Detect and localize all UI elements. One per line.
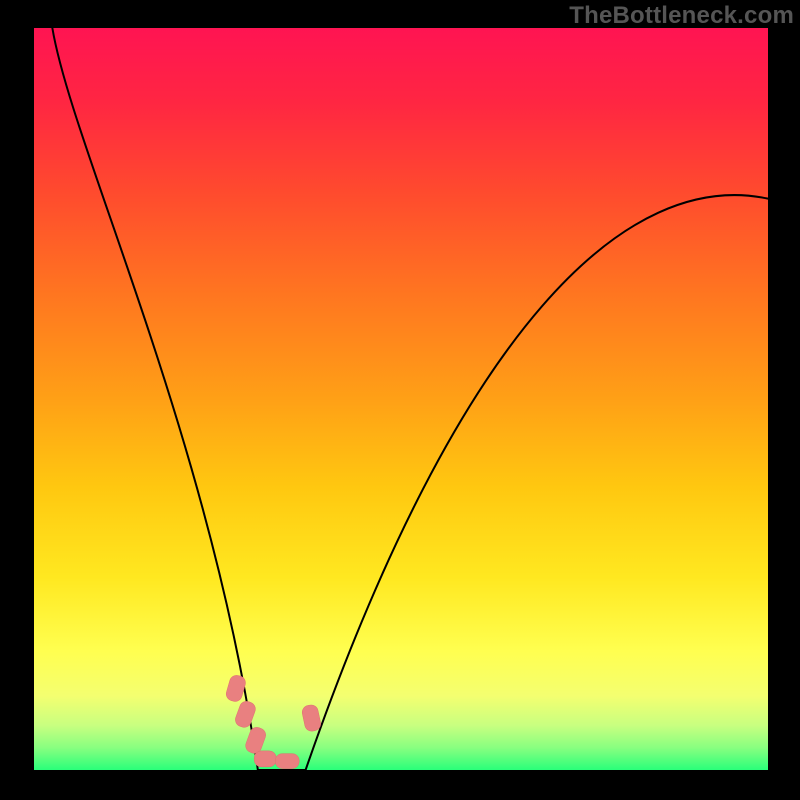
watermark-text: TheBottleneck.com <box>569 2 794 30</box>
bottleneck-chart <box>0 0 800 800</box>
valley-marker <box>254 751 276 767</box>
chart-root: TheBottleneck.com <box>0 0 800 800</box>
valley-marker <box>275 754 299 769</box>
plot-area <box>34 28 768 770</box>
